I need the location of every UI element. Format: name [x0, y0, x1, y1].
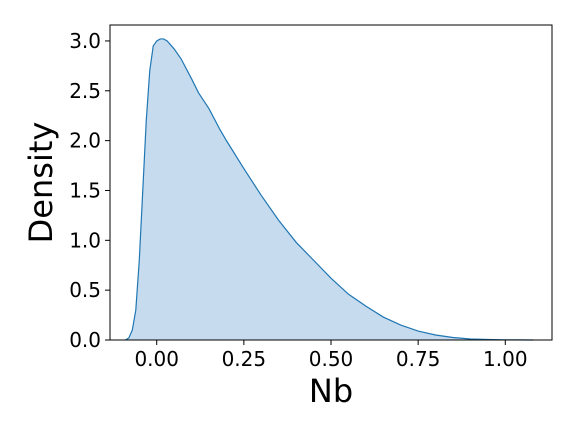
x-axis-ticks: 0.00 0.25 0.50 0.75 1.00 [134, 340, 528, 371]
x-tick-label: 0.50 [309, 347, 354, 371]
density-area-fill [125, 38, 534, 341]
x-tick-label: 0.75 [396, 347, 441, 371]
y-axis-ticks: 0.0 0.5 1.0 1.5 2.0 2.5 3.0 [69, 29, 110, 352]
x-tick-label: 1.00 [483, 347, 528, 371]
y-tick-label: 1.0 [69, 228, 101, 252]
y-tick-label: 2.0 [69, 129, 101, 153]
density-curve [125, 38, 534, 341]
y-tick-label: 3.0 [69, 29, 101, 53]
y-tick-label: 2.5 [69, 79, 101, 103]
y-tick-label: 1.5 [69, 178, 101, 202]
y-tick-label: 0.5 [69, 278, 101, 302]
plot-area [125, 38, 534, 341]
x-tick-label: 0.25 [222, 347, 267, 371]
y-tick-label: 0.0 [69, 328, 101, 352]
y-axis-label: Density [22, 122, 60, 244]
x-tick-label: 0.00 [134, 347, 179, 371]
x-axis-label: Nb [309, 372, 353, 410]
